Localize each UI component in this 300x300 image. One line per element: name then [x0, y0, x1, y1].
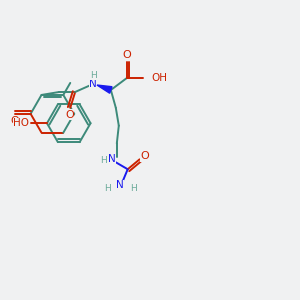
Text: HO: HO [13, 118, 29, 128]
Text: OH: OH [152, 73, 167, 83]
Text: H: H [100, 156, 107, 165]
Text: N: N [89, 79, 97, 89]
Text: N: N [116, 180, 124, 190]
Text: H: H [90, 70, 96, 80]
Text: O: O [65, 110, 74, 120]
Text: N: N [108, 154, 116, 164]
Text: O: O [140, 152, 149, 161]
Text: O: O [11, 116, 19, 126]
Polygon shape [97, 85, 112, 93]
Text: H: H [130, 184, 136, 193]
Text: O: O [122, 50, 131, 60]
Text: H: H [104, 184, 111, 193]
